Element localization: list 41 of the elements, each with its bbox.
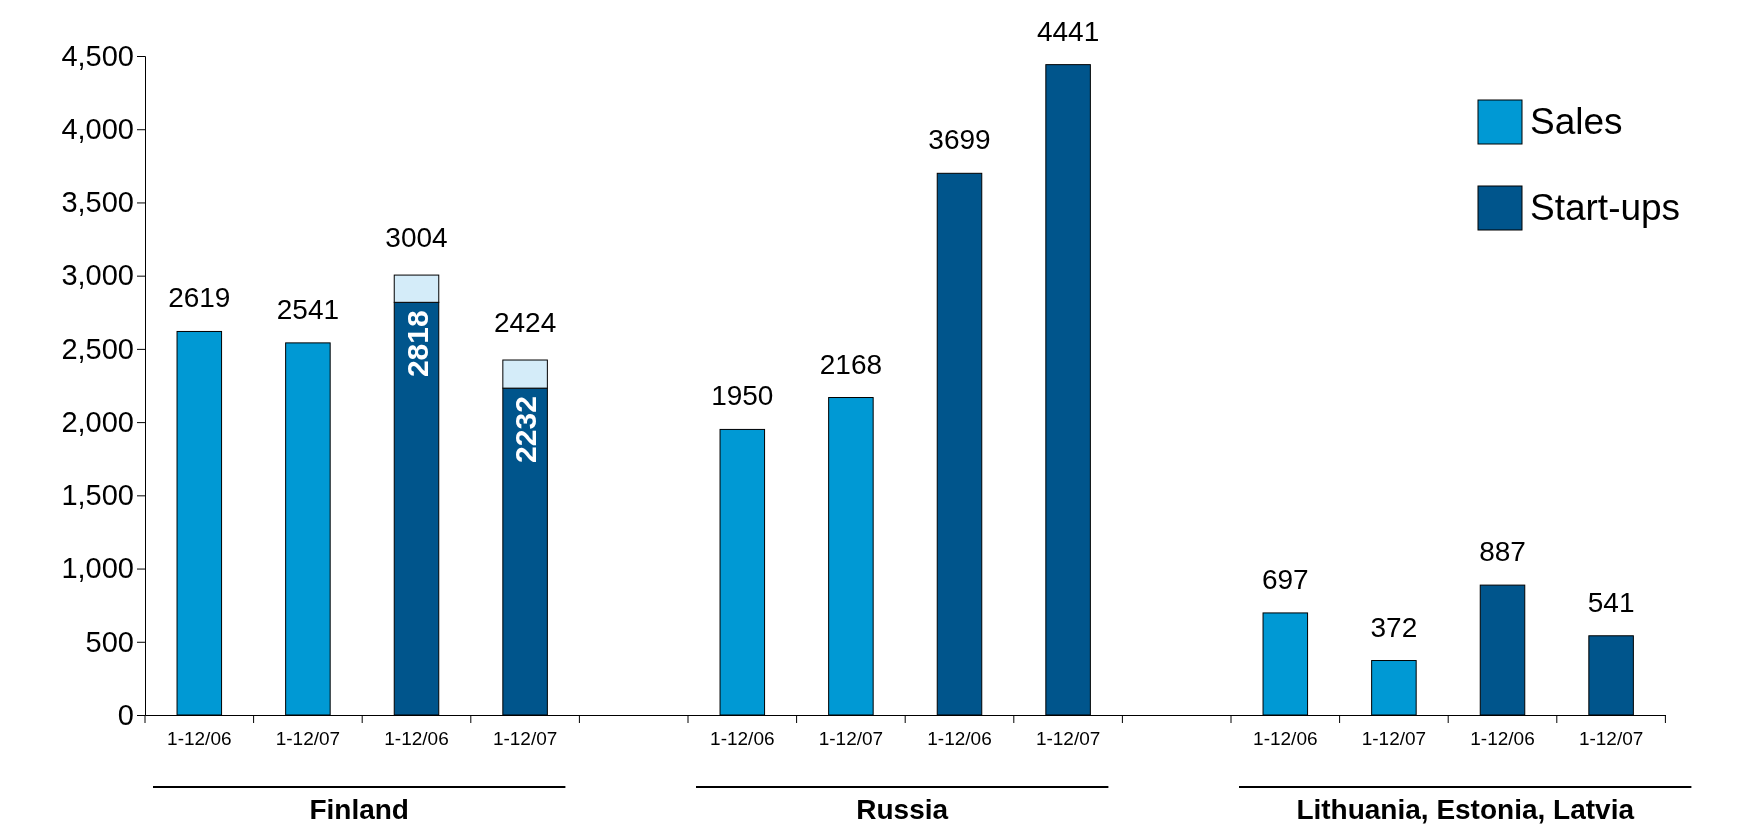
text: Finland [309,794,409,825]
legend-label: Sales [1530,101,1623,142]
data-label: 2541 [276,293,340,325]
x-tick-label: 1-12/07 [818,727,884,749]
x-tick-label: 1-12/07 [275,727,341,749]
x-tick-label: 1-12/07 [1578,727,1644,749]
x-tick-label: 1-12/06 [384,727,449,749]
y-tick-label: 3,500 [61,186,134,219]
y-tick-label: 1,000 [61,552,134,585]
y-tick-label: 2,000 [61,405,134,438]
y-tick-label: 500 [85,625,134,658]
y-tick-label: 4,000 [61,113,134,145]
data-label: 887 [1479,536,1526,568]
y-tick-label: 1,500 [61,479,134,512]
x-tick-label: 1-12/06 [1470,727,1535,749]
x-tick-label: 1-12/07 [1035,727,1101,749]
x-tick-label: 1-12/06 [710,727,775,749]
y-tick-label: 4,500 [61,39,134,72]
y-tick-label: 3,000 [61,259,134,292]
total-label: 3004 [385,222,448,254]
data-label: 3699 [928,124,991,156]
data-label: 2619 [168,282,231,314]
total-label: 2424 [493,307,557,339]
text: Lithuania, Estonia, Latvia [1296,794,1635,825]
x-tick-label: 1-12/07 [492,727,558,749]
data-label: 1950 [711,380,774,412]
x-tick-label: 1-12/06 [167,727,232,749]
legend-label: Start-ups [1530,187,1681,228]
data-label: 2168 [819,348,883,380]
y-tick-label: 2,500 [61,332,134,365]
data-label: 697 [1261,563,1309,595]
x-tick-label: 1-12/06 [927,727,992,749]
x-tick-label: 1-12/06 [1253,727,1318,749]
y-tick-label: 0 [117,698,134,731]
data-label: 2818 [400,310,434,378]
x-tick-label: 1-12/07 [1361,727,1427,749]
data-label: 2232 [509,396,543,463]
text: Russia [856,794,949,825]
data-label: 541 [1587,586,1635,618]
data-label: 372 [1370,611,1418,643]
data-label: 4441 [1036,15,1100,47]
